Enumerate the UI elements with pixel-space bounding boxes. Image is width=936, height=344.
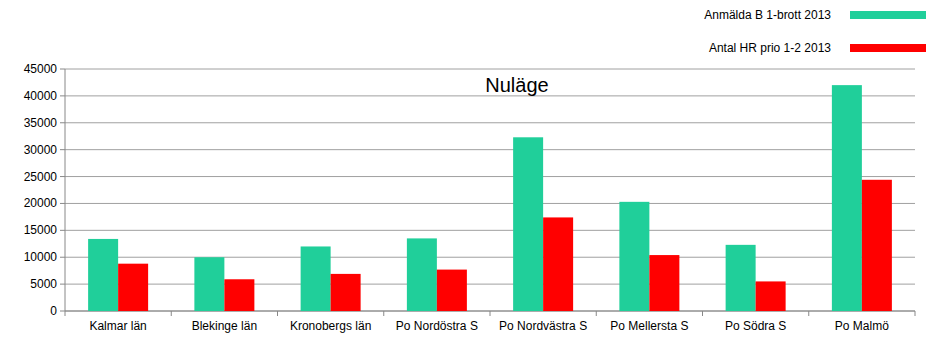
x-tick-label: Kalmar län [89, 319, 146, 333]
title: Nuläge [485, 74, 548, 96]
x-tick [702, 311, 703, 316]
bar [543, 217, 573, 311]
bar [619, 202, 649, 311]
y-tick-label: 5000 [30, 277, 57, 291]
bar [118, 264, 148, 311]
y-tick-label: 20000 [24, 196, 58, 210]
y-tick [60, 257, 65, 258]
bar [832, 85, 862, 311]
grid-line [65, 176, 915, 177]
x-tick-label: Po Nordvästra S [499, 319, 587, 333]
bar [649, 255, 679, 311]
grid-line [65, 257, 915, 258]
y-tick-label: 10000 [24, 250, 58, 264]
x-tick [383, 311, 384, 316]
bar [194, 257, 224, 311]
y-axis [65, 69, 66, 311]
y-tick-label: 40000 [24, 89, 58, 103]
y-tick-label: 0 [50, 304, 57, 318]
bar [407, 238, 437, 311]
grid-line [65, 203, 915, 204]
legend-swatch [850, 44, 926, 52]
bar [756, 281, 786, 311]
bar [301, 246, 331, 311]
y-tick [60, 176, 65, 177]
bar [862, 180, 892, 311]
x-tick-label: Po Nordöstra S [396, 319, 478, 333]
x-tick-label: Blekinge län [192, 319, 257, 333]
y-tick-label: 25000 [24, 170, 58, 184]
y-tick-label: 30000 [24, 143, 58, 157]
legend-label: Antal HR prio 1-2 2013 [709, 41, 831, 55]
y-tick-label: 35000 [24, 116, 58, 130]
x-tick-label: Po Mellersta S [610, 319, 688, 333]
bar [224, 279, 254, 311]
bar [331, 274, 361, 311]
bar [726, 245, 756, 311]
grid-line [65, 122, 915, 123]
y-tick [60, 69, 65, 70]
x-tick-label: Po Södra S [725, 319, 786, 333]
x-tick [915, 311, 916, 316]
page: {"chart_data": {"type": "bar", "title": … [0, 0, 936, 344]
y-tick [60, 203, 65, 204]
grid-line [65, 149, 915, 150]
y-tick [60, 311, 65, 312]
grid-line [65, 69, 915, 70]
y-tick [60, 149, 65, 150]
y-tick-label: 45000 [24, 62, 58, 76]
x-tick [65, 311, 66, 316]
grid-line [65, 230, 915, 231]
bar [437, 270, 467, 311]
x-tick-label: Po Malmö [835, 319, 889, 333]
x-tick [277, 311, 278, 316]
y-tick [60, 230, 65, 231]
x-tick [171, 311, 172, 316]
x-tick [490, 311, 491, 316]
y-tick [60, 95, 65, 96]
x-tick [808, 311, 809, 316]
chart: 0 5000 10000 15000 20000 25000 30000 35000 40000… [0, 0, 936, 344]
y-tick-label: 15000 [24, 223, 58, 237]
y-tick [60, 284, 65, 285]
legend-swatch [850, 11, 926, 19]
y-tick [60, 122, 65, 123]
grid-line [65, 284, 915, 285]
x-tick-label: Kronobergs län [290, 319, 371, 333]
bars [88, 85, 892, 311]
legend-label: Anmälda B 1-brott 2013 [704, 8, 831, 22]
bar [88, 239, 118, 311]
x-tick [596, 311, 597, 316]
bar [513, 137, 543, 311]
